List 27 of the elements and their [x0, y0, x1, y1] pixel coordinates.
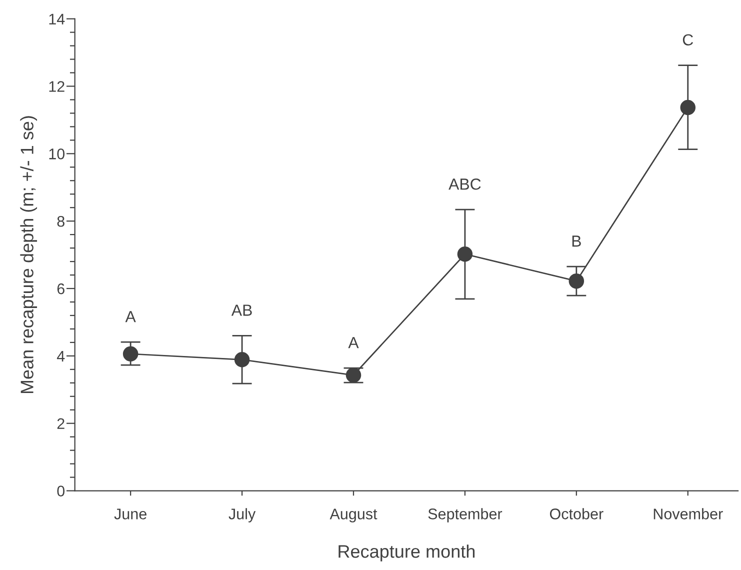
- y-axis-title: Mean recapture depth (m; +/- 1 se): [20, 116, 38, 394]
- annotation: ABC: [448, 178, 481, 190]
- y-tick-label: 2: [57, 418, 64, 429]
- y-tick-label: 8: [57, 216, 64, 227]
- y-tick-label: 4: [56, 350, 65, 362]
- x-tick-label: September: [428, 508, 502, 522]
- y-tick-label: 0: [57, 486, 65, 496]
- annotation: C: [682, 34, 694, 46]
- annotation: B: [572, 236, 581, 247]
- x-tick-label: June: [114, 508, 146, 520]
- point: [457, 246, 473, 262]
- point: [568, 273, 584, 289]
- x-tick-label: July: [228, 508, 256, 522]
- point: [680, 100, 696, 116]
- point: [234, 352, 250, 368]
- y-tick-label: 12: [49, 81, 64, 92]
- y-tick-label: 14: [49, 14, 65, 24]
- annotation: A: [348, 337, 359, 348]
- x-tick-label: August: [330, 508, 378, 522]
- x-tick-label: October: [550, 508, 604, 520]
- y-tick-label: 10: [49, 148, 65, 160]
- annotation: AB: [231, 304, 252, 316]
- point: [122, 346, 138, 362]
- annotation: A: [125, 311, 136, 322]
- x-axis-title: Recapture month: [338, 544, 475, 562]
- y-tick-label: 6: [57, 283, 64, 294]
- x-tick-label: November: [654, 508, 723, 520]
